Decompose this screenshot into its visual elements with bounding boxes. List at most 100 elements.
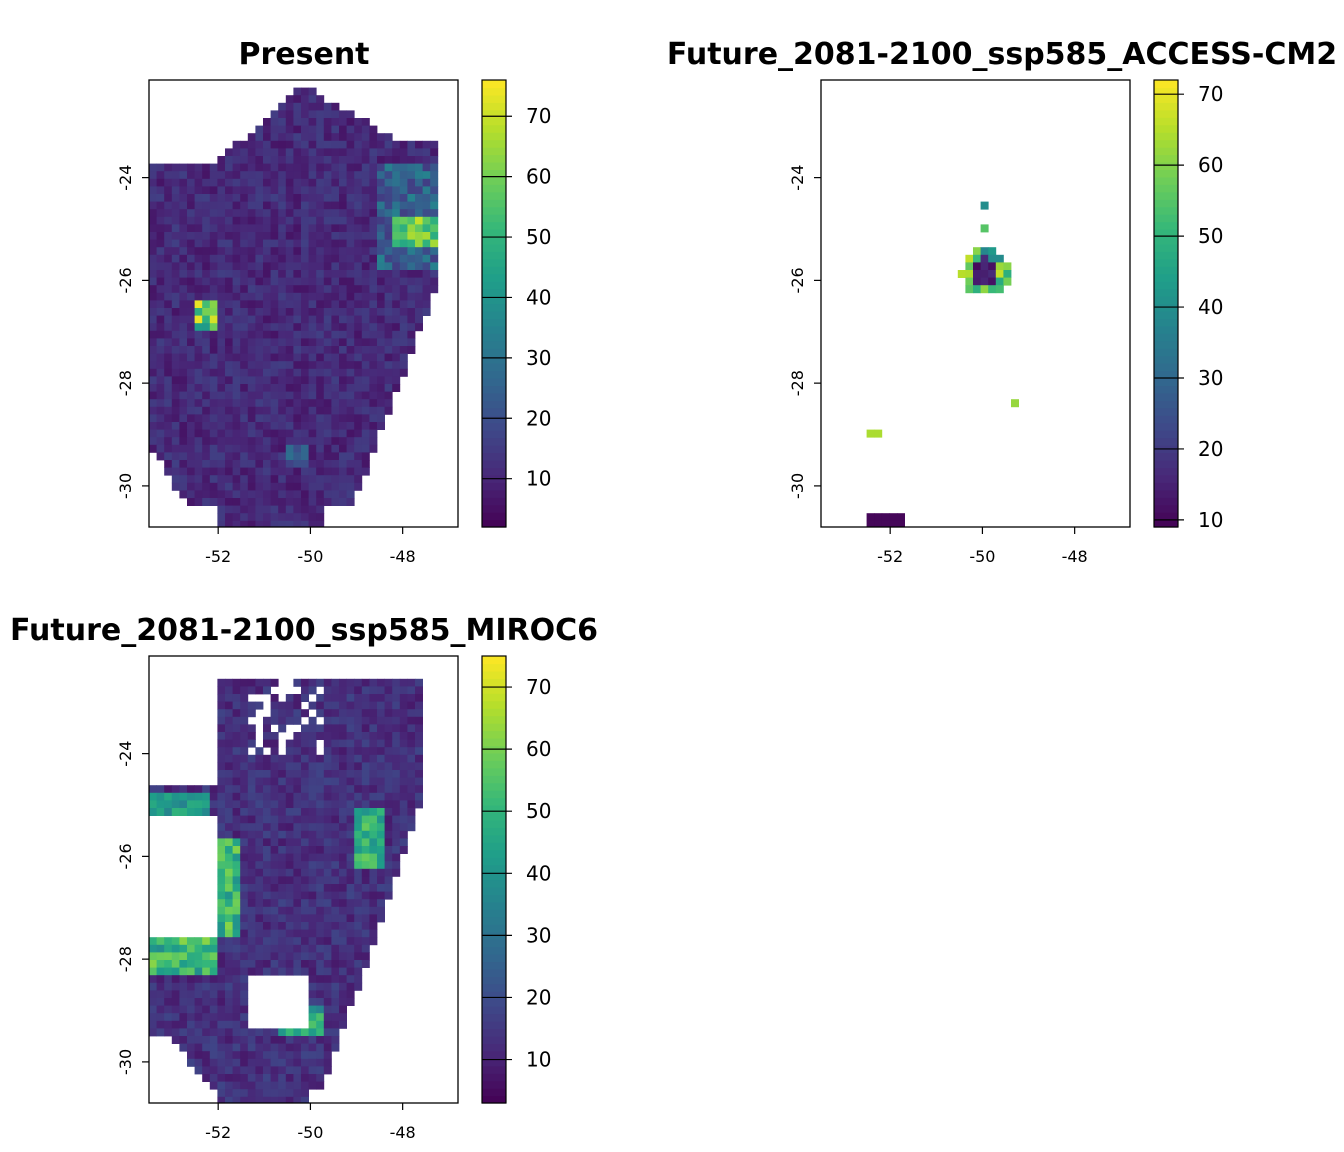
raster-cell [339, 140, 347, 149]
raster-cell [240, 982, 249, 991]
raster-cell [263, 247, 271, 256]
raster-cell [187, 467, 195, 476]
raster-cell [354, 323, 363, 332]
raster-cell [247, 937, 256, 946]
raster-cell [293, 422, 302, 430]
raster-cell [377, 201, 385, 210]
raster-cell [240, 338, 249, 347]
raster-cell [240, 186, 249, 195]
raster-cell [377, 838, 385, 847]
raster-cell [346, 216, 355, 225]
raster-cell [293, 754, 302, 763]
raster-cell [232, 967, 241, 976]
raster-cell [209, 800, 218, 809]
raster-cell [255, 414, 264, 423]
raster-cell [202, 292, 211, 301]
raster-cell [179, 990, 188, 999]
raster-cell [232, 701, 241, 710]
raster-cell [973, 270, 981, 278]
raster-cell [346, 982, 355, 991]
raster-cell [247, 1028, 256, 1037]
raster-cell [149, 422, 157, 430]
raster-cell [301, 1066, 309, 1075]
raster-cell [361, 323, 370, 332]
raster-cell [316, 709, 325, 718]
raster-cell [263, 467, 271, 476]
raster-cell [301, 391, 309, 400]
raster-cell [164, 254, 173, 263]
raster-cell [301, 1089, 309, 1098]
raster-cell [301, 732, 309, 740]
raster-cell [316, 906, 325, 915]
raster-cell [156, 944, 165, 953]
raster-cell [308, 338, 317, 347]
raster-cell [225, 520, 233, 527]
raster-cell [263, 262, 271, 271]
raster-cell [384, 724, 393, 733]
raster-cell [308, 376, 317, 385]
raster-cell [316, 1005, 325, 1014]
raster-cell [217, 906, 226, 915]
raster-cell [164, 967, 173, 976]
raster-cell [384, 194, 393, 202]
raster-cell [209, 323, 218, 332]
legend-swatch [482, 708, 506, 717]
raster-cell [369, 201, 378, 210]
raster-cell [392, 762, 401, 771]
raster-cell [354, 716, 363, 725]
raster-cell [217, 868, 226, 877]
raster-cell [339, 475, 347, 484]
raster-cell [980, 224, 989, 233]
raster-cell [293, 498, 302, 506]
raster-cell [331, 701, 340, 710]
raster-cell [187, 785, 195, 794]
raster-cell [232, 952, 241, 961]
raster-cell [247, 1058, 256, 1067]
raster-cell [354, 785, 363, 794]
raster-cell [369, 194, 378, 202]
raster-cell [240, 285, 249, 294]
raster-cell [156, 800, 165, 809]
raster-cell [255, 171, 264, 180]
legend-swatch [1154, 310, 1178, 319]
raster-cell [194, 944, 203, 953]
raster-cell [323, 853, 332, 862]
raster-cell [308, 800, 317, 809]
raster-cell [217, 762, 226, 771]
raster-cell [346, 194, 355, 202]
raster-cell [209, 1043, 218, 1052]
raster-cell [209, 444, 218, 453]
raster-cell [179, 399, 188, 408]
raster-cell [369, 125, 378, 134]
raster-cell [217, 1089, 226, 1098]
raster-cell [323, 277, 332, 286]
raster-cell [240, 906, 249, 915]
raster-cell [354, 125, 363, 134]
raster-cell [323, 998, 332, 1006]
legend-swatch [482, 879, 506, 888]
raster-cell [377, 224, 385, 233]
raster-cell [346, 277, 355, 286]
raster-cell [354, 330, 363, 339]
raster-cell [194, 292, 203, 301]
raster-cell [225, 906, 233, 915]
raster-cell [225, 709, 233, 718]
raster-cell [285, 437, 294, 446]
raster-cell [285, 520, 294, 527]
raster-cell [346, 678, 355, 687]
raster-cell [354, 922, 363, 930]
raster-cell [247, 914, 256, 923]
raster-cell [331, 308, 340, 316]
raster-cell [285, 792, 294, 801]
legend-swatch [482, 1028, 506, 1037]
raster-cell [255, 490, 264, 499]
raster-cell [301, 808, 309, 816]
raster-cell [217, 498, 226, 506]
raster-cell [270, 838, 279, 847]
raster-cell [270, 171, 279, 180]
raster-cell [354, 429, 363, 438]
raster-cell [187, 178, 195, 187]
raster-cell [164, 444, 173, 453]
raster-cell [209, 1081, 218, 1090]
raster-cell [270, 754, 279, 763]
